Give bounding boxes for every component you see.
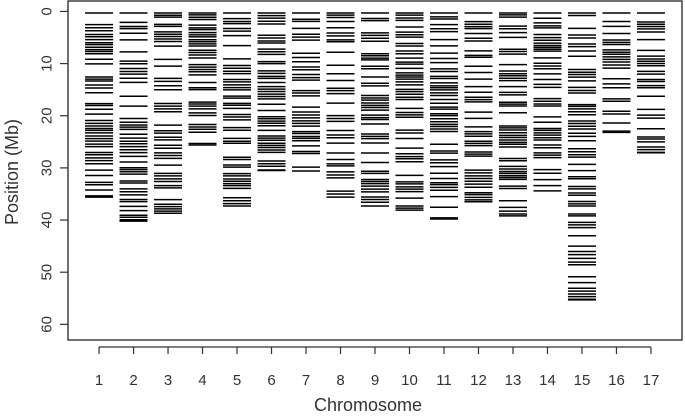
chromosome-11-markers — [429, 12, 458, 220]
x-tick-label: 1 — [95, 372, 103, 389]
chromosome-7-markers — [292, 12, 321, 172]
chromosome-6-markers — [257, 12, 286, 172]
x-tick-label: 16 — [608, 372, 625, 389]
x-axis: 1 2 3 4 5 6 7 8 9 10 11 12 13 14 15 16 17 — [95, 346, 660, 389]
x-tick-label: 7 — [302, 372, 310, 389]
y-tick-label: 40 — [38, 212, 55, 229]
y-tick-label: 30 — [38, 160, 55, 177]
chromosome-12-markers — [464, 12, 493, 203]
plot-frame — [67, 0, 683, 341]
y-axis: 0 10 20 30 40 50 60 — [38, 7, 68, 333]
chromosome-1-markers — [85, 12, 114, 198]
chromosome-4-markers — [188, 12, 217, 146]
chromosome-5-markers — [223, 12, 252, 207]
marker-layer — [85, 12, 665, 301]
y-tick-label: 20 — [38, 107, 55, 124]
y-tick-label: 10 — [38, 55, 55, 72]
x-tick-label: 4 — [198, 372, 206, 389]
chromosome-14-markers — [533, 12, 562, 192]
x-tick-label: 6 — [267, 372, 275, 389]
chromosome-3-markers — [154, 12, 183, 215]
y-tick-label: 0 — [38, 7, 55, 15]
x-tick-label: 11 — [436, 372, 452, 389]
chromosome-15-markers — [567, 12, 596, 301]
x-tick-label: 12 — [470, 372, 487, 389]
x-tick-label: 3 — [164, 372, 172, 389]
y-axis-title: Position (Mb) — [2, 119, 22, 225]
x-axis-title: Chromosome — [314, 395, 422, 415]
x-tick-label: 15 — [574, 372, 591, 389]
chromosome-13-markers — [498, 12, 527, 217]
y-tick-label: 60 — [38, 316, 55, 333]
x-tick-label: 13 — [505, 372, 522, 389]
x-tick-label: 17 — [643, 372, 660, 389]
x-tick-label: 8 — [336, 372, 344, 389]
y-tick-label: 50 — [38, 264, 55, 281]
chromosome-10-markers — [395, 12, 424, 211]
x-tick-label: 5 — [233, 372, 241, 389]
chromosome-8-markers — [326, 12, 355, 198]
x-tick-label: 14 — [539, 372, 556, 389]
chromosome-9-markers — [361, 12, 389, 207]
chromosome-2-markers — [119, 12, 148, 222]
chromosome-17-markers — [636, 12, 665, 154]
x-tick-label: 10 — [401, 372, 418, 389]
x-tick-label: 9 — [371, 372, 379, 389]
chromosome-16-markers — [602, 12, 631, 134]
x-tick-label: 2 — [129, 372, 137, 389]
